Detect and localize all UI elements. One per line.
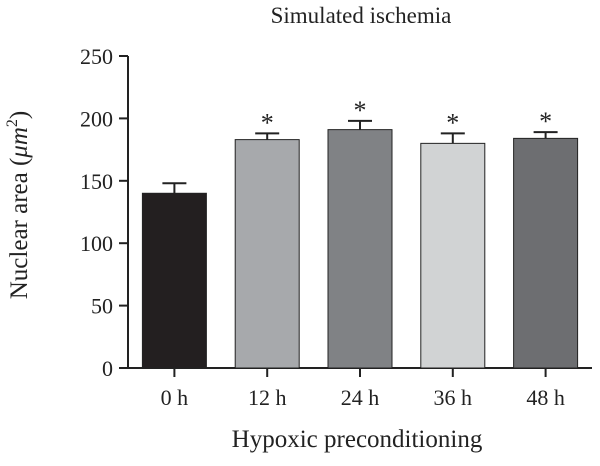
- chart-title: Simulated ischemia: [271, 3, 452, 28]
- y-tick-label: 0: [102, 356, 113, 381]
- significance-marker: *: [261, 108, 274, 137]
- y-tick-label: 250: [80, 44, 113, 69]
- significance-marker: *: [446, 108, 459, 137]
- y-axis-title: Nuclear area (μm2): [4, 111, 33, 300]
- y-axis-title-prefix: Nuclear area (: [6, 158, 33, 300]
- bar: [234, 139, 300, 369]
- significance-marker: *: [539, 107, 552, 136]
- x-tick-label: 48 h: [526, 385, 565, 410]
- x-tick-label: 24 h: [341, 385, 380, 410]
- bar: [141, 192, 207, 369]
- x-tick-label: 36 h: [434, 385, 473, 410]
- bar: [513, 137, 579, 369]
- y-axis: 0 50 100 150 200 250: [80, 44, 129, 381]
- bar: [420, 142, 486, 369]
- bar: [327, 129, 393, 369]
- y-tick-label: 150: [80, 169, 113, 194]
- y-axis-title-suffix: ): [6, 111, 33, 119]
- y-tick-label: 200: [80, 106, 113, 131]
- x-tick-label: 0 h: [161, 385, 189, 410]
- x-axis-title: Hypoxic preconditioning: [232, 426, 483, 453]
- x-axis: 0 h 12 h 24 h 36 h 48 h: [128, 367, 592, 410]
- y-tick-label: 50: [91, 294, 113, 319]
- significance-marker: *: [354, 96, 367, 125]
- y-axis-title-unit: μm: [6, 127, 33, 159]
- y-tick-label: 100: [80, 231, 113, 256]
- x-tick-label: 12 h: [248, 385, 287, 410]
- bars: * * * *: [141, 96, 579, 369]
- y-axis-title-exponent: 2: [4, 119, 21, 127]
